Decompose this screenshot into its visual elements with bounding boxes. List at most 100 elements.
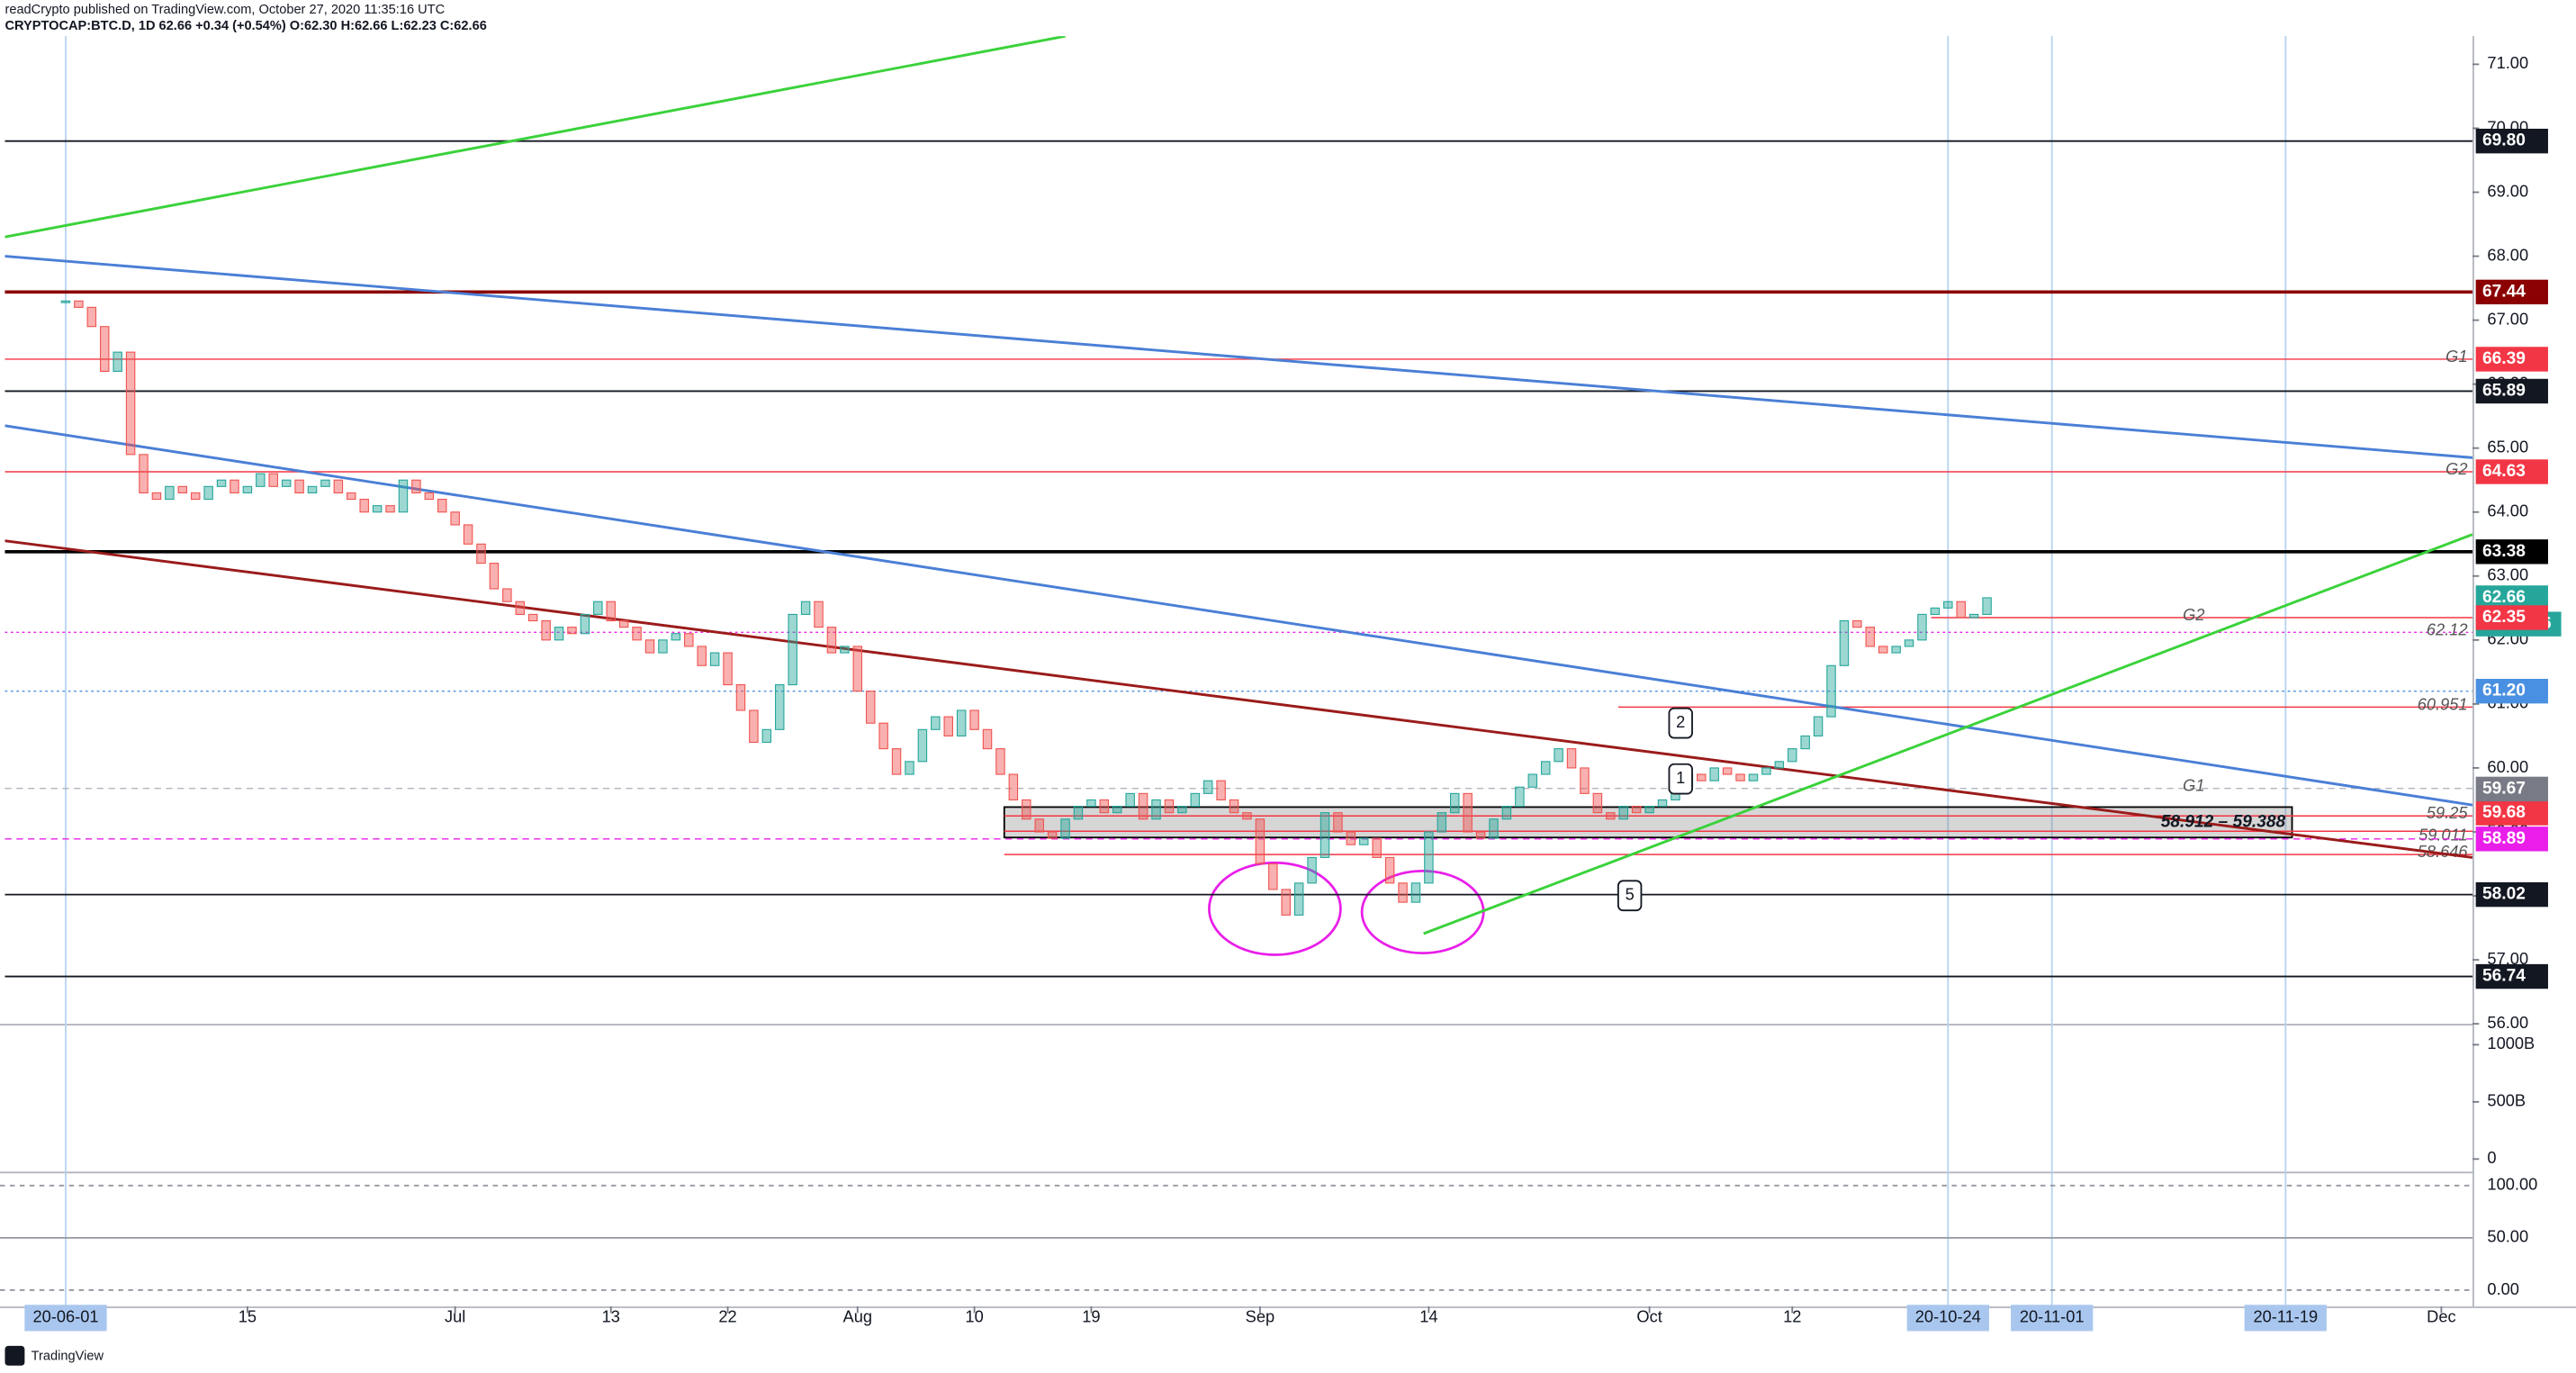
y-tick-label: 68.00 [2487, 245, 2528, 264]
candle [1008, 773, 1019, 801]
candle [1268, 863, 1278, 890]
x-tick-label: 20-06-01 [32, 1307, 98, 1326]
trendline [5, 36, 1066, 239]
candle [1372, 837, 1382, 858]
candle [1852, 619, 1862, 628]
candle [1320, 812, 1330, 858]
candle [580, 613, 590, 635]
candle [424, 492, 435, 501]
panel-tick-label: 0.00 [2487, 1279, 2519, 1298]
candle [1697, 773, 1707, 781]
level-note: 59.25 [2427, 803, 2469, 822]
candle [840, 646, 850, 654]
price-tag [2475, 827, 2548, 852]
candle [761, 728, 772, 744]
date-label-bg [2011, 1305, 2094, 1332]
y-tick-label: 69.00 [2487, 181, 2528, 200]
callout-box [1668, 707, 1693, 739]
candle [1475, 831, 1486, 839]
candle [1956, 601, 1966, 619]
candle [593, 601, 603, 615]
candle [1047, 831, 1058, 839]
level-note: G1 [2445, 347, 2467, 366]
trendline [5, 424, 2473, 807]
price-tag-label: 58.89 [2482, 829, 2526, 848]
x-tick-label: 20-11-19 [2253, 1307, 2318, 1326]
candle [398, 479, 409, 513]
candle [1774, 761, 1785, 769]
candle [281, 479, 292, 487]
candle [385, 505, 395, 513]
candle [1592, 792, 1603, 814]
candle [1242, 812, 1252, 820]
candle [294, 479, 304, 493]
candle [1606, 812, 1616, 820]
price-tag-label: 56.74 [2482, 967, 2526, 986]
candle [788, 613, 797, 686]
candle [1398, 882, 1408, 903]
price-tag-label: 61.20 [2482, 682, 2526, 700]
price-tag [2475, 539, 2548, 565]
candle [943, 716, 953, 736]
footer-brand: TradingView [32, 1350, 104, 1364]
x-tick-label: 13 [602, 1307, 620, 1326]
candle [1229, 799, 1239, 814]
candle [1307, 856, 1317, 884]
candle [917, 728, 928, 763]
candle [1125, 792, 1135, 808]
price-tag-label: 64.63 [2482, 462, 2526, 481]
candle [775, 684, 785, 730]
candle [1788, 748, 1797, 763]
candle [1501, 806, 1512, 820]
candle [1138, 792, 1148, 820]
price-tag [2475, 347, 2548, 372]
candle [1281, 889, 1291, 916]
x-tick-label: 20-11-01 [2020, 1307, 2085, 1326]
candle [1384, 856, 1395, 884]
candle [1489, 818, 1499, 839]
candle [1073, 806, 1084, 820]
candle [1943, 601, 1953, 609]
candle [1177, 806, 1187, 814]
candle [1333, 812, 1343, 833]
price-tag [2475, 963, 2548, 989]
callout-label: 5 [1626, 885, 1635, 904]
price-tag [2475, 800, 2548, 826]
price-tag-label: 58.02 [2482, 885, 2526, 904]
price-tag-label: 69.80 [2482, 131, 2526, 150]
panel-tick-label: 1000B [2487, 1034, 2535, 1052]
candle [554, 627, 564, 641]
panel-tick-label: 500B [2487, 1091, 2526, 1110]
candle [1930, 607, 1941, 615]
x-tick-label: Oct [1636, 1307, 1662, 1326]
price-tag-label: 65.89 [2482, 382, 2526, 401]
callout-label: 1 [1676, 768, 1685, 787]
x-tick-label: Sep [1246, 1307, 1274, 1326]
candle [1151, 799, 1161, 820]
panel-tick-label: 100.00 [2487, 1175, 2537, 1194]
candle [216, 479, 227, 487]
candle [139, 454, 149, 493]
candle [1164, 799, 1175, 814]
candle [891, 748, 902, 775]
x-tick-label: Aug [843, 1307, 872, 1326]
candle [1657, 799, 1668, 808]
level-note: 62.12 [2427, 619, 2468, 638]
header-line2: CRYPTOCAP:BTC.D, 1D 62.66 +0.34 (+0.54%)… [5, 19, 486, 33]
x-tick-label: 19 [1082, 1307, 1100, 1326]
candle [113, 351, 122, 372]
candle [606, 601, 616, 622]
candle [982, 728, 993, 750]
candle [476, 543, 486, 565]
candle [151, 492, 162, 501]
candle [852, 646, 863, 692]
candle [177, 485, 188, 493]
y-tick-label: 64.00 [2487, 501, 2528, 520]
date-label-bg [2244, 1305, 2327, 1332]
candle [1566, 748, 1577, 769]
level-note: 60.951 [2418, 694, 2468, 713]
candle [60, 300, 71, 303]
x-tick-label: 20-10-24 [1915, 1307, 1981, 1326]
trendline [5, 539, 2473, 859]
